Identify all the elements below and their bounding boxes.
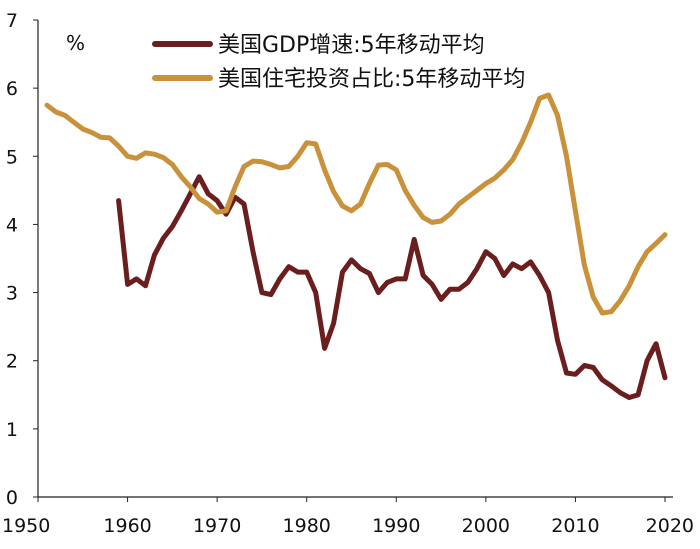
legend-label-housing: 美国住宅投资占比:5年移动平均 xyxy=(218,67,525,92)
y-unit-label: % xyxy=(66,31,85,55)
series-line-gdp-growth xyxy=(116,174,668,400)
y-tick-label: 3 xyxy=(6,283,18,305)
x-tick-label: 2010 xyxy=(551,515,599,537)
axes xyxy=(37,20,673,498)
x-tick-label: 1970 xyxy=(193,515,241,537)
y-tick-label: 4 xyxy=(6,214,18,236)
x-tick-label: 1990 xyxy=(372,515,420,537)
x-tick-label: 2020 xyxy=(646,515,694,537)
legend-label-gdp: 美国GDP增速:5年移动平均 xyxy=(218,33,485,58)
y-tick-label: 5 xyxy=(6,146,18,168)
y-axis-ticks: 0 1 2 3 4 5 6 7 xyxy=(6,10,38,509)
x-tick-label: 1960 xyxy=(103,515,151,537)
x-tick-label: 1950 xyxy=(2,515,50,537)
x-tick-label: 2000 xyxy=(462,515,510,537)
y-tick-label: 2 xyxy=(6,351,18,373)
y-tick-label: 7 xyxy=(6,10,18,32)
series-line-housing-share xyxy=(44,92,668,316)
y-tick-label: 1 xyxy=(6,419,18,441)
series-lines xyxy=(44,92,668,400)
y-tick-label: 6 xyxy=(6,78,18,100)
legend: 美国GDP增速:5年移动平均 美国住宅投资占比:5年移动平均 xyxy=(152,33,525,92)
x-tick-label: 1980 xyxy=(283,515,331,537)
y-tick-label: 0 xyxy=(6,487,18,509)
x-axis-ticks: 1950 1960 1970 1980 1990 2000 2010 2020 xyxy=(2,497,694,537)
